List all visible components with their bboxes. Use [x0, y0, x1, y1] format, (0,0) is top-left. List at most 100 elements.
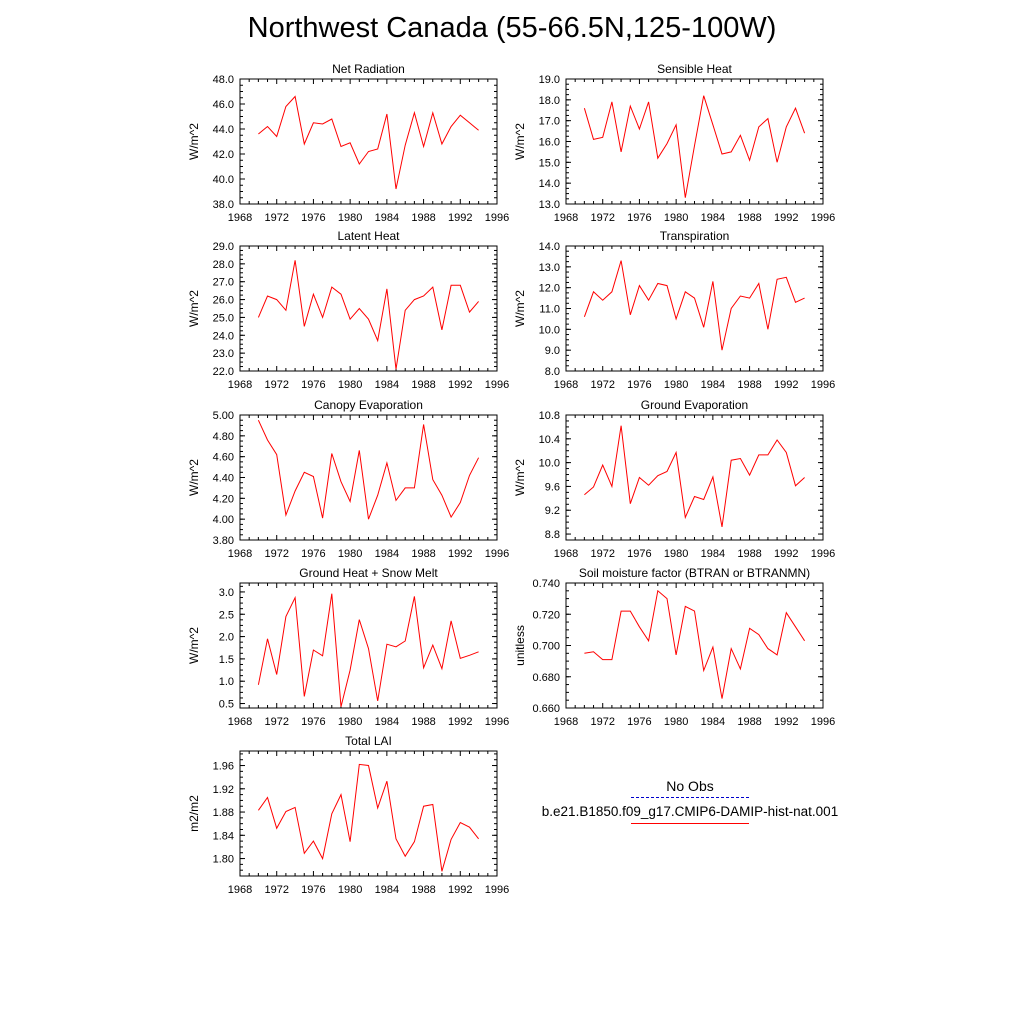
x-tick-label: 1988: [411, 884, 435, 896]
x-tick-label: 1976: [301, 548, 325, 560]
plot-frame: [565, 78, 824, 205]
plot-frame: [239, 245, 498, 372]
legend-model-line: [631, 823, 749, 824]
panel-title: Soil moisture factor (BTRAN or BTRANMN): [579, 566, 810, 580]
y-tick-label: 1.84: [213, 830, 234, 842]
x-tick-label: 1984: [375, 212, 399, 224]
panel-4: Transpiration W/m^2 1968 1972 1976 1980 1984 19…: [513, 229, 835, 391]
y-tick-label: 18.0: [539, 95, 560, 107]
y-axis-label: W/m^2: [187, 459, 201, 496]
x-tick-label: 1988: [737, 379, 761, 391]
x-tick-label: 1968: [554, 212, 578, 224]
y-tick-label: 11.0: [539, 304, 560, 316]
x-tick-label: 1980: [338, 716, 362, 728]
plot-frame: [565, 414, 824, 541]
x-tick-label: 1968: [554, 548, 578, 560]
y-tick-label: 29.0: [213, 241, 234, 253]
x-tick-label: 1968: [554, 716, 578, 728]
plot-frame: [239, 78, 498, 205]
x-tick-label: 1984: [375, 884, 399, 896]
plot-frame: [565, 582, 824, 709]
panel-7: Ground Heat + Snow Melt W/m^2 1968 1972 1976…: [187, 566, 509, 728]
x-tick-label: 1972: [590, 212, 614, 224]
y-tick-label: 19.0: [539, 74, 560, 86]
panel-title: Transpiration: [660, 229, 730, 243]
y-tick-label: 5.00: [213, 410, 234, 422]
y-axis-label: unitless: [513, 625, 527, 666]
y-tick-label: 10.8: [539, 410, 560, 422]
y-axis-label: m2/m2: [187, 795, 201, 832]
plot-frame: [239, 750, 498, 877]
y-tick-label: 38.0: [213, 199, 234, 211]
x-tick-label: 1984: [375, 379, 399, 391]
y-tick-label: 0.740: [532, 578, 560, 590]
y-tick-label: 0.720: [532, 609, 560, 621]
y-tick-label: 0.700: [532, 641, 560, 653]
y-tick-label: 4.60: [213, 452, 234, 464]
y-tick-label: 0.680: [532, 672, 560, 684]
x-tick-label: 1980: [664, 212, 688, 224]
y-tick-label: 3.80: [213, 535, 234, 547]
x-tick-label: 1996: [485, 716, 509, 728]
series-line: [257, 419, 480, 520]
panel-title: Total LAI: [345, 734, 392, 748]
x-tick-label: 1976: [301, 716, 325, 728]
series-line: [257, 593, 479, 707]
y-axis-label: W/m^2: [187, 627, 201, 664]
x-tick-label: 1968: [228, 884, 252, 896]
x-tick-label: 1972: [590, 548, 614, 560]
x-tick-label: 1976: [301, 379, 325, 391]
panel-title: Sensible Heat: [657, 62, 732, 76]
y-tick-label: 4.80: [213, 431, 234, 443]
y-tick-label: 13.0: [539, 262, 560, 274]
y-tick-label: 1.92: [213, 784, 234, 796]
x-tick-label: 1992: [774, 548, 798, 560]
y-tick-label: 24.0: [213, 330, 234, 342]
y-tick-label: 1.80: [213, 854, 234, 866]
y-tick-label: 48.0: [213, 74, 234, 86]
legend: No Obs b.e21.B1850.f09_g17.CMIP6-DAMIP-h…: [530, 778, 850, 824]
series-line: [583, 95, 806, 198]
x-tick-label: 1980: [664, 379, 688, 391]
y-tick-label: 8.8: [545, 529, 560, 541]
x-tick-label: 1996: [811, 379, 835, 391]
x-tick-label: 1996: [811, 548, 835, 560]
y-tick-label: 15.0: [539, 157, 560, 169]
panel-2: Sensible Heat W/m^2 1968 1972 1976 1980 1984 19…: [513, 62, 835, 224]
panel-title: Net Radiation: [332, 62, 405, 76]
y-tick-label: 9.2: [545, 505, 560, 517]
y-tick-label: 44.0: [213, 124, 234, 136]
x-tick-label: 1996: [811, 716, 835, 728]
series-line: [583, 260, 805, 351]
x-tick-label: 1980: [338, 884, 362, 896]
x-tick-label: 1988: [737, 548, 761, 560]
y-tick-label: 2.0: [219, 632, 234, 644]
y-tick-label: 14.0: [539, 178, 560, 190]
x-tick-label: 1996: [485, 548, 509, 560]
x-tick-label: 1980: [338, 379, 362, 391]
y-tick-label: 0.660: [532, 703, 560, 715]
x-tick-label: 1984: [375, 716, 399, 728]
panel-title: Ground Heat + Snow Melt: [299, 566, 438, 580]
x-tick-label: 1968: [228, 548, 252, 560]
y-tick-label: 16.0: [539, 137, 560, 149]
y-tick-label: 1.5: [219, 654, 234, 666]
y-tick-label: 10.0: [539, 324, 560, 336]
x-tick-label: 1984: [701, 548, 725, 560]
series-line: [584, 425, 805, 527]
x-tick-label: 1972: [264, 379, 288, 391]
x-tick-label: 1996: [485, 379, 509, 391]
panel-3: Latent Heat W/m^2 1968 1972 1976 1980 1984 1988…: [187, 229, 509, 391]
y-tick-label: 1.0: [219, 676, 234, 688]
series-line: [584, 589, 806, 699]
y-tick-label: 4.40: [213, 473, 234, 485]
panel-1: Net Radiation W/m^2 1968 1972 1976 1980 1984 19…: [187, 62, 509, 224]
x-tick-label: 1968: [228, 716, 252, 728]
panel-6: Ground Evaporation W/m^2 1968 1972 1976 1980 1…: [513, 398, 835, 560]
x-tick-label: 1980: [338, 548, 362, 560]
x-tick-label: 1988: [411, 716, 435, 728]
x-tick-label: 1996: [485, 212, 509, 224]
y-tick-label: 25.0: [213, 312, 234, 324]
y-tick-label: 46.0: [213, 99, 234, 111]
y-tick-label: 42.0: [213, 149, 234, 161]
